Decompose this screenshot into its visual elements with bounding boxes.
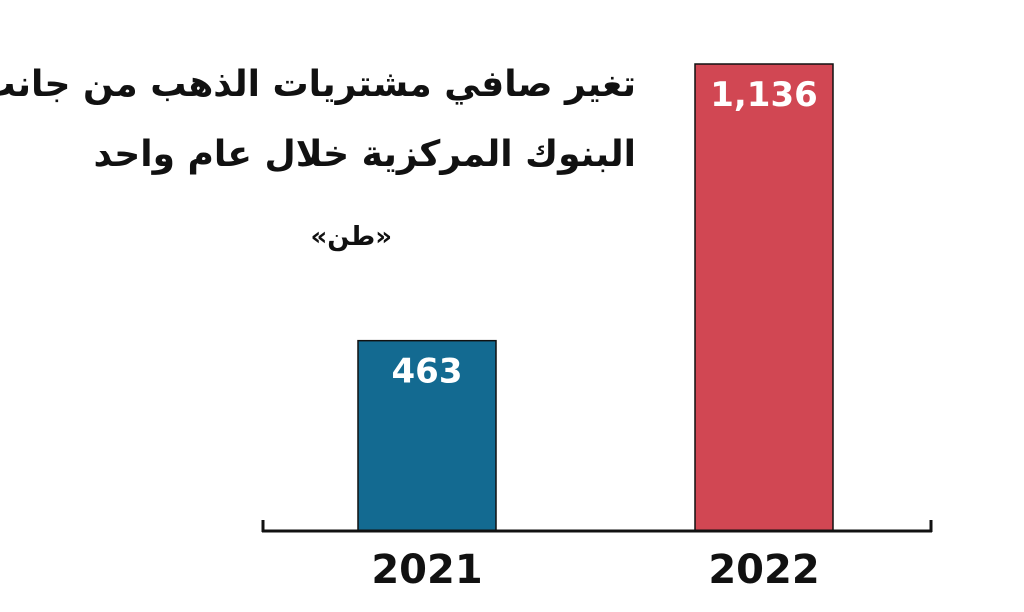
bars-layer: 463 1,136 bbox=[357, 63, 834, 532]
x-tick-label-2022: 2022 bbox=[708, 547, 819, 593]
chart-title-line-2: البنوك المركزية خلال عام واحد bbox=[93, 134, 636, 175]
chart-title-line-1: تغير صافي مشتريات الذهب من جانب bbox=[0, 64, 636, 105]
bar-2021 bbox=[357, 339, 497, 532]
x-axis bbox=[261, 520, 933, 533]
bar-value-label-2021: 463 bbox=[392, 352, 463, 392]
bar-2022 bbox=[694, 63, 834, 532]
bar-value-label-2022: 1,136 bbox=[710, 75, 818, 115]
x-tick-labels: 2021 2022 bbox=[371, 547, 819, 593]
x-tick-label-2021: 2021 bbox=[371, 547, 482, 593]
unit-label: «طن» bbox=[310, 222, 392, 252]
